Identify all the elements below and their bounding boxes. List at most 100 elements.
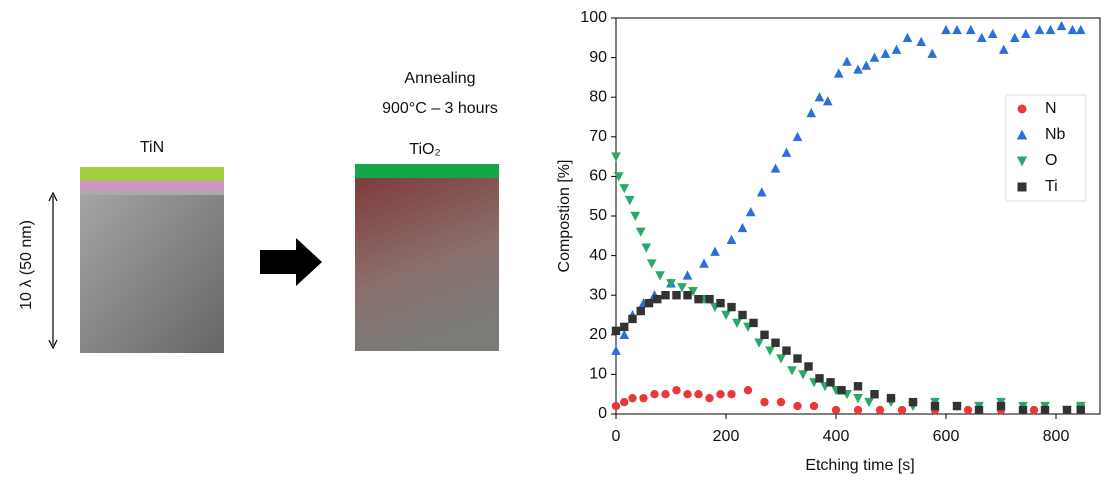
data-point	[1062, 405, 1072, 415]
data-point	[833, 68, 844, 78]
data-point	[776, 354, 786, 364]
data-point	[998, 44, 1009, 54]
x-tick-label: 200	[713, 428, 740, 445]
data-point	[611, 345, 621, 355]
data-point	[826, 378, 835, 387]
data-point	[727, 390, 736, 399]
data-point	[771, 338, 780, 347]
data-point	[749, 318, 758, 328]
data-point	[672, 291, 681, 300]
x-axis-label: Etching time [s]	[805, 457, 914, 474]
data-point	[782, 346, 791, 355]
data-point	[853, 405, 863, 415]
data-point	[705, 393, 714, 403]
top-layer	[80, 167, 224, 181]
tin-layer	[80, 180, 224, 353]
data-point	[624, 195, 635, 206]
y-tick-label: 60	[589, 168, 607, 185]
data-point	[1076, 405, 1085, 415]
data-point	[611, 326, 621, 336]
data-point	[815, 374, 824, 383]
data-point	[694, 294, 703, 304]
y-tick-label: 20	[589, 326, 607, 343]
data-point	[1018, 405, 1028, 415]
data-point	[1020, 28, 1031, 39]
data-point	[630, 211, 641, 222]
plot-frame	[615, 17, 1101, 415]
data-point	[699, 258, 709, 268]
data-point	[754, 338, 764, 348]
data-point	[705, 294, 714, 304]
data-point	[661, 390, 670, 399]
data-point	[792, 131, 803, 141]
data-point	[644, 298, 654, 308]
data-point	[672, 386, 681, 395]
data-point	[716, 298, 725, 308]
data-point	[628, 393, 637, 403]
data-point	[737, 222, 748, 233]
thickness-label: 10 λ (50 nm)	[18, 220, 35, 310]
data-point	[619, 184, 630, 194]
data-point	[804, 362, 813, 371]
data-point	[641, 243, 652, 253]
x-tick-label: 600	[933, 428, 960, 445]
data-point	[781, 147, 792, 157]
data-point	[666, 279, 676, 289]
data-point	[875, 405, 885, 415]
data-point	[822, 96, 833, 106]
data-point	[916, 36, 927, 46]
data-point	[853, 64, 863, 74]
data-point	[683, 390, 692, 399]
data-point	[787, 366, 797, 376]
data-point	[639, 393, 648, 403]
x-tick-label: 400	[823, 428, 850, 445]
data-point	[721, 310, 731, 321]
data-point	[798, 370, 808, 380]
data-point	[776, 397, 786, 407]
data-point	[793, 354, 802, 363]
data-point	[853, 393, 863, 404]
data-point	[965, 24, 976, 35]
data-point	[727, 302, 736, 312]
data-point	[814, 92, 825, 102]
process-line2: 900°C – 3 hours	[382, 100, 498, 117]
data-point	[655, 271, 665, 281]
y-tick-label: 0	[598, 405, 607, 422]
data-point	[650, 390, 659, 399]
interface-layer	[80, 181, 224, 195]
data-point	[927, 48, 938, 58]
data-point	[716, 390, 725, 399]
data-point	[694, 390, 703, 399]
data-point	[869, 52, 880, 62]
data-point	[745, 207, 756, 217]
data-point	[806, 108, 817, 118]
data-point	[897, 405, 907, 415]
data-point	[952, 24, 962, 35]
data-point	[620, 322, 629, 332]
data-point	[636, 306, 645, 316]
data-point	[620, 397, 629, 407]
y-tick-label: 30	[589, 286, 607, 303]
data-point	[1040, 405, 1050, 415]
legend-marker	[1017, 104, 1027, 114]
data-point	[743, 386, 753, 395]
top-layer	[355, 164, 499, 178]
data-point	[661, 291, 670, 300]
data-point	[809, 401, 819, 411]
y-tick-label: 40	[589, 247, 607, 264]
data-point	[930, 401, 940, 411]
data-point	[793, 401, 802, 411]
data-point	[726, 234, 737, 244]
legend-label: N	[1045, 100, 1057, 117]
x-tick-label: 800	[1043, 428, 1070, 445]
data-point	[987, 28, 998, 39]
data-point	[1034, 24, 1045, 35]
legend-label: Ti	[1045, 178, 1058, 195]
data-point	[756, 187, 767, 197]
data-point	[1067, 24, 1078, 35]
data-point	[908, 397, 918, 407]
data-point	[611, 401, 621, 411]
data-point	[619, 329, 630, 339]
before-label: TiN	[140, 139, 164, 156]
